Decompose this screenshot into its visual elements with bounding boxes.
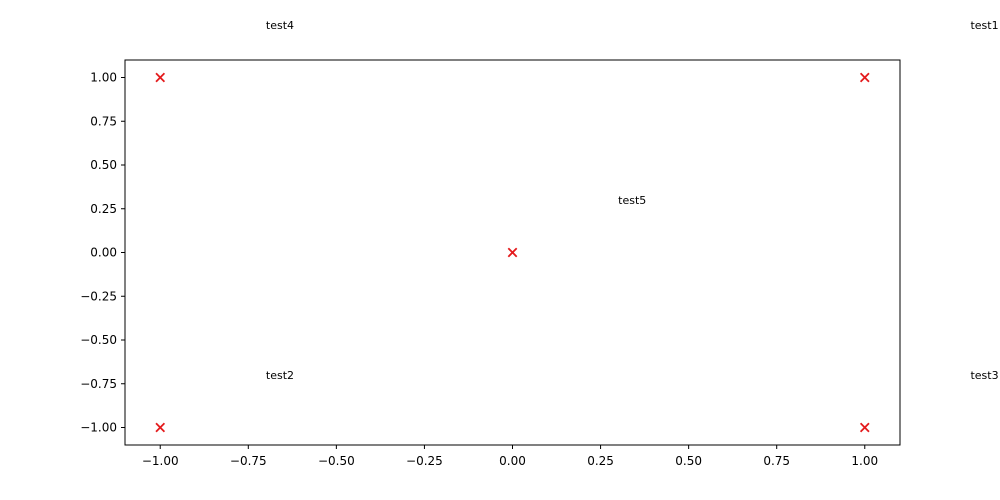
annotation-label: test1 [970,19,998,32]
annotation-label: test3 [970,369,998,382]
y-tick-label: −1.00 [80,421,117,435]
x-tick-label: 1.00 [851,454,878,468]
data-point-marker [155,422,166,433]
data-point-marker [155,72,166,83]
x-tick-label: −0.25 [406,454,443,468]
x-tick-label: 0.00 [499,454,526,468]
data-point-marker [859,422,870,433]
y-tick-label: −0.75 [80,377,117,391]
data-point-marker [507,247,518,258]
plot-frame [124,59,901,446]
y-tick-label: 0.50 [90,158,117,172]
y-tick-label: 0.25 [90,202,117,216]
x-tick-label: 0.50 [675,454,702,468]
annotation-layer: test1 test2 test3 test4 test5 [266,19,999,382]
y-tick-label: −0.50 [80,333,117,347]
x-tick-label: −1.00 [142,454,179,468]
x-tick-label: 0.75 [763,454,790,468]
y-tick-label: 1.00 [90,71,117,85]
x-tick-label: 0.25 [587,454,614,468]
annotation-label: test2 [266,369,294,382]
data-point-marker [859,72,870,83]
x-tick-label: −0.50 [318,454,355,468]
annotation-label: test4 [266,19,294,32]
tick-layer: −1.00 −0.75 −0.50 −0.25 0.00 0.25 0.50 0.75 1.00… [80,71,878,469]
x-tick-label: −0.75 [230,454,267,468]
y-tick-label: 0.00 [90,246,117,260]
annotation-label: test5 [618,194,646,207]
points-layer [155,72,870,433]
y-tick-label: −0.25 [80,289,117,303]
y-tick-label: 0.75 [90,114,117,128]
